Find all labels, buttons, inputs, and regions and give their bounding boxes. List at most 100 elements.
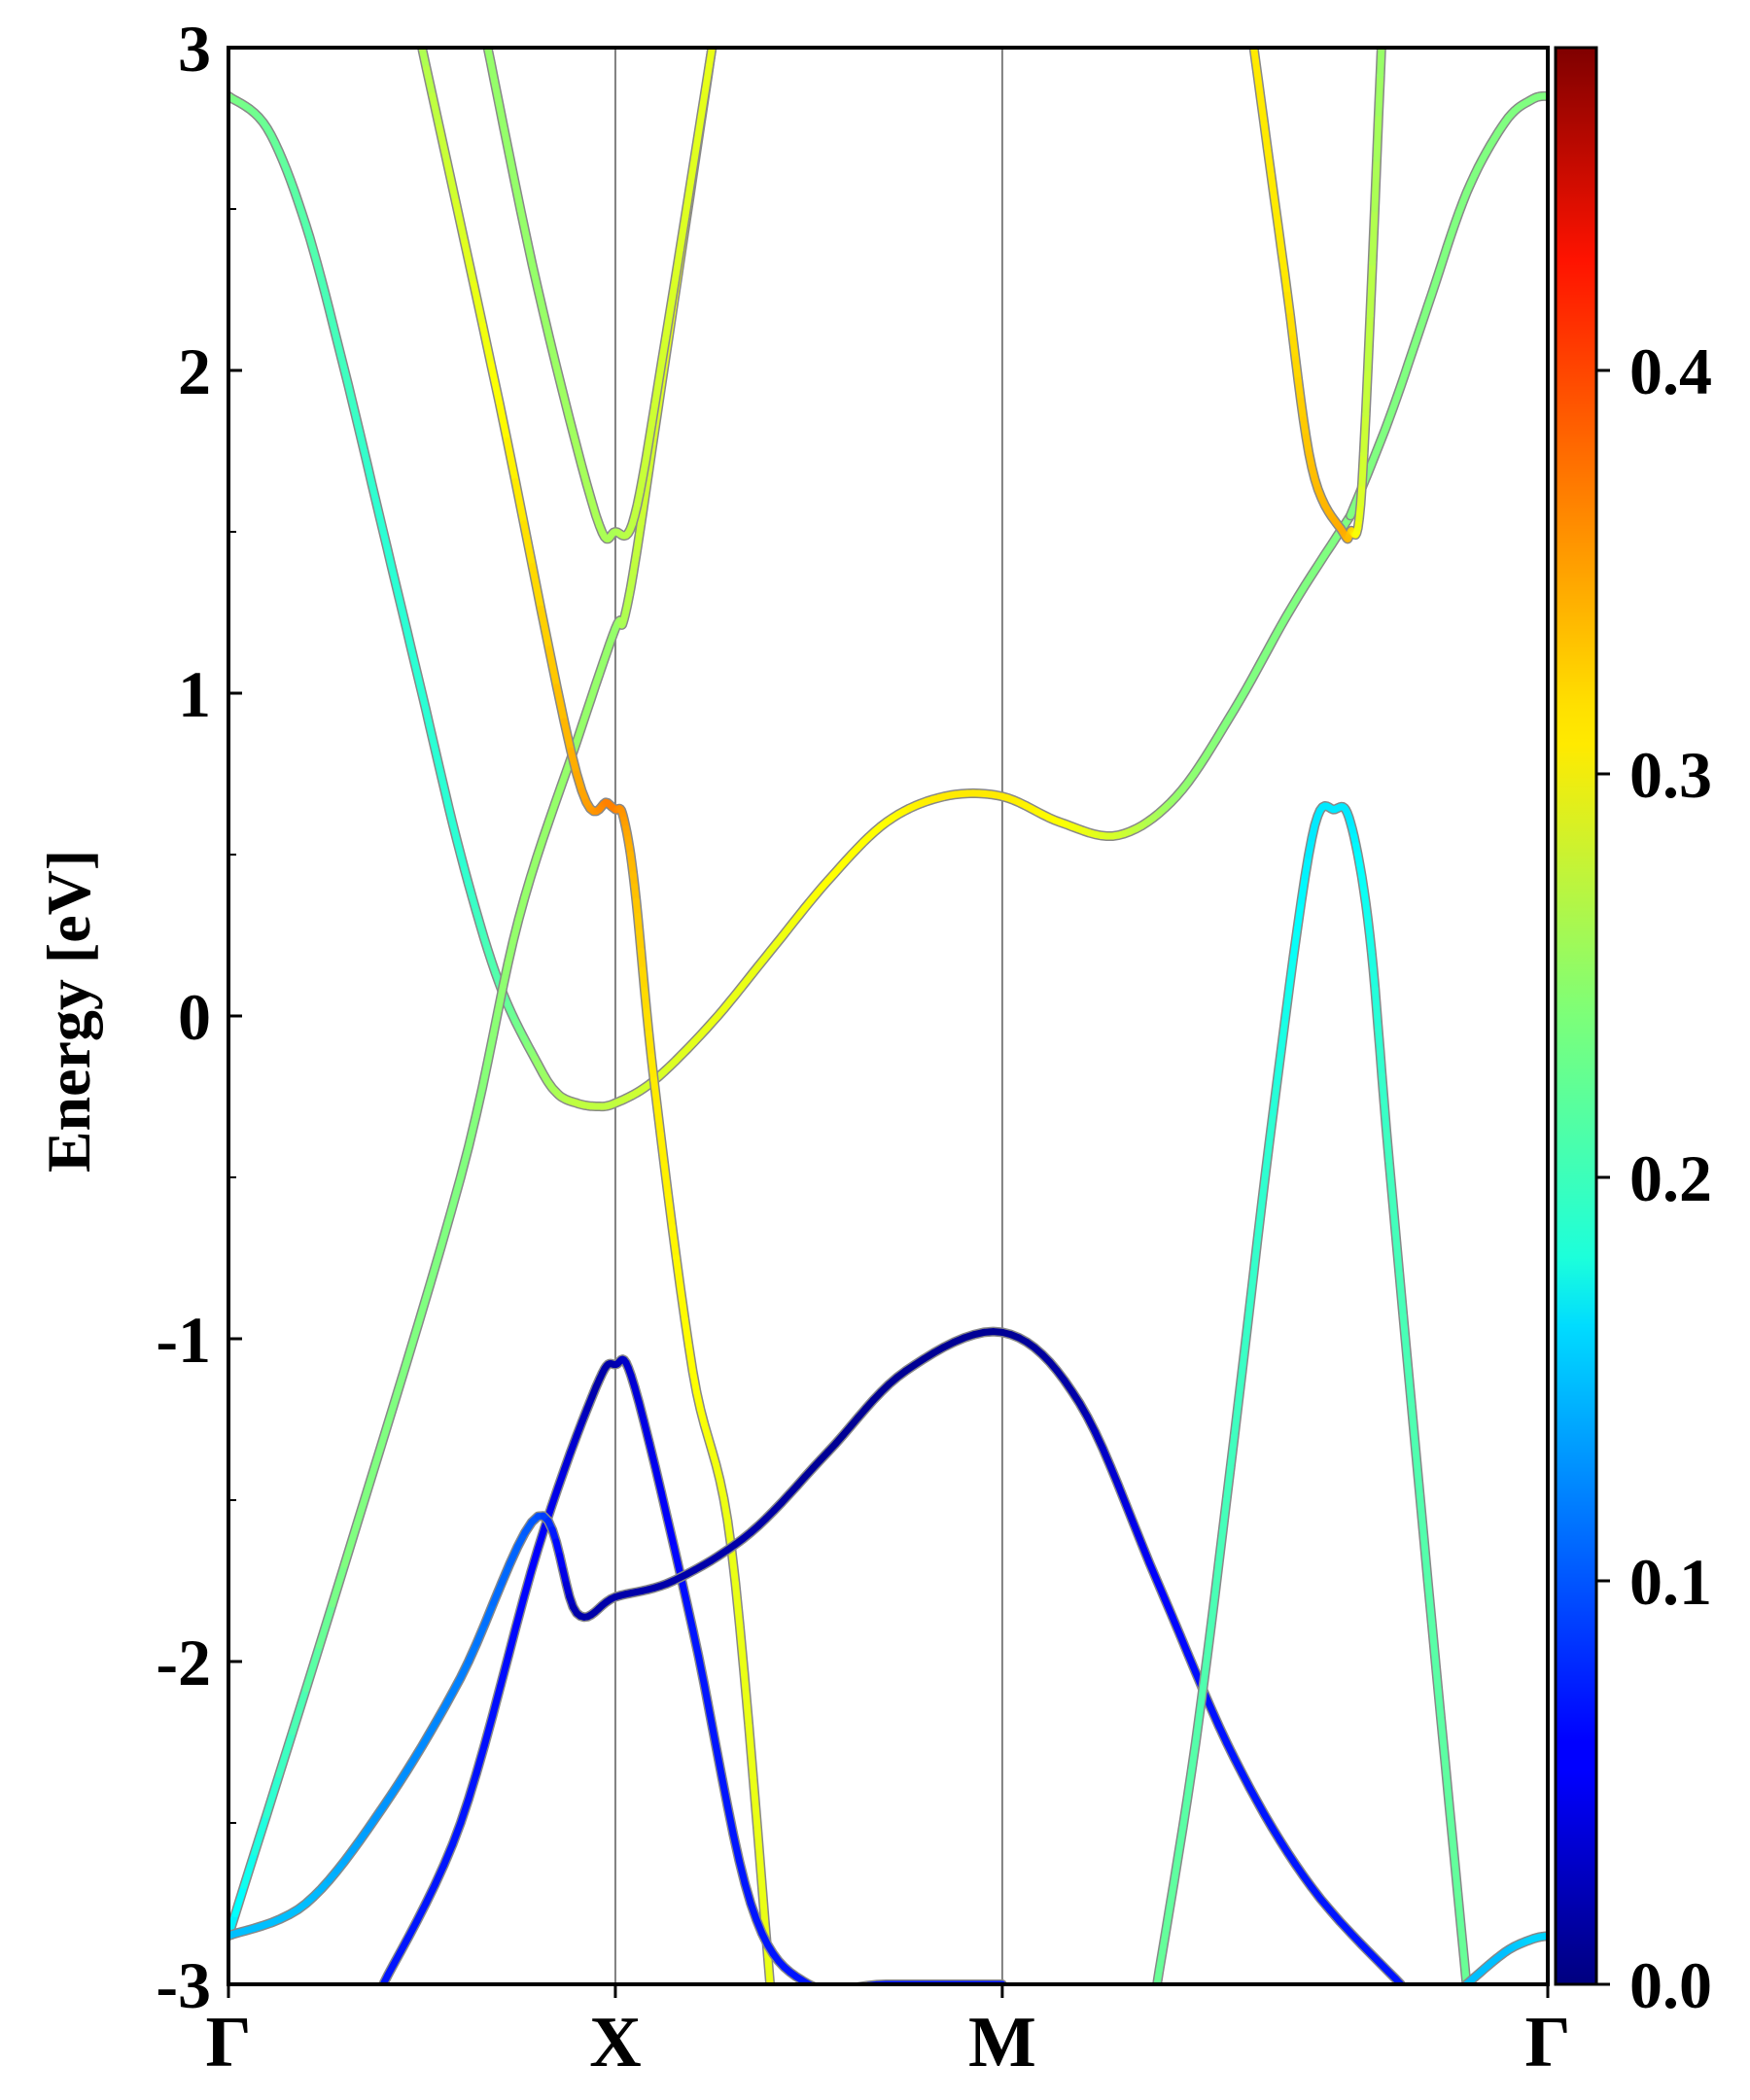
band-8-segment [1260,120,1272,153]
band-6-segment [1138,1540,1153,1566]
band-4-segment [692,113,705,153]
band-3-segment [461,238,477,288]
band-3-segment [664,1191,676,1231]
band-3-segment [470,280,486,329]
band-8-segment [1283,291,1294,320]
band-2-segment [438,1208,455,1250]
band-4-segment [687,145,700,186]
band-7-segment [1373,1004,1382,1032]
band-3-segment [643,1007,652,1037]
band-5-outline [378,1354,1007,1984]
band-7-segment [1437,1712,1449,1767]
band-3-segment [496,399,511,444]
band-3-segment [757,1873,769,1925]
band-2-segment [231,1882,248,1918]
band-7-segment [1266,1109,1277,1147]
band-8-segment [1286,313,1297,342]
band-3-segment [653,1102,664,1138]
band-3-segment [745,1722,757,1781]
band-7-segment [1188,1738,1200,1774]
band-4-segment [495,99,508,131]
band-7-segment [1381,1098,1390,1135]
band-7-segment [1424,1577,1436,1628]
band-8-segment [1358,450,1368,487]
band-2-segment [302,1642,324,1693]
band-3-segment [681,1314,692,1350]
band-7-segment [1377,1048,1385,1079]
band-2-segment [472,1084,486,1120]
band-8-segment [1292,356,1302,384]
band-5-segment [815,1983,817,1984]
band-8-segment [1371,155,1381,213]
band-8-segment [1289,334,1300,364]
band-4-segment [702,61,713,92]
band-6-segment [1130,1521,1145,1548]
band-3-segment [673,1254,684,1293]
band-5-segment [741,1880,754,1908]
band-6-segment [498,1560,513,1587]
band-7-segment [1211,1558,1223,1597]
colorbar-tick-label: 0.0 [1629,1948,1712,2022]
band-7-segment [1453,1890,1465,1934]
band-5-segment [640,1418,653,1447]
band-7-segment [1171,1851,1182,1886]
band-7-segment [1457,1926,1468,1964]
band-3-segment [436,123,451,167]
band-6-outline [228,1326,1406,1984]
y-tick-label: -2 [156,1626,211,1699]
y-tick-label: -1 [156,1303,211,1377]
band-7-segment [1432,1665,1445,1720]
band-1 [1346,90,1548,521]
y-axis-ticks: 3 2 1 0 -1 -2 -3 [156,12,242,2022]
band-3-segment [641,987,650,1015]
band-7-segment [1375,1026,1383,1055]
band-5-segment [723,1802,737,1838]
band-7-segment [1204,1621,1215,1660]
band-4-segment [648,401,659,429]
band-4-segment [666,279,679,316]
y-tick-label: -3 [156,1948,211,2022]
band-7-segment [1231,1400,1242,1440]
band-2-segment [505,937,517,967]
band-3-segment [443,159,460,206]
band-7-segment [1385,1157,1396,1200]
band-7-segment [1179,1795,1191,1831]
band-4-segment [658,334,670,365]
band-7-segment [1215,1527,1227,1566]
band-0 [228,90,1355,1112]
band-2-segment [365,1442,385,1490]
band-8-segment [1280,269,1291,298]
band-4-segment [523,234,537,269]
x-tick-label: Γ [205,2003,251,2082]
x-tick-label: X [589,2003,641,2082]
band-2-segment [426,1242,445,1288]
band-2-segment [329,1560,348,1608]
band-7-segment [1270,1078,1280,1117]
band-5-segment [670,1544,684,1579]
x-tick-label: Γ [1524,2003,1570,2082]
band-7-segment [1239,1335,1250,1375]
band-5-segment [695,1653,708,1689]
band-8-segment [1373,109,1382,162]
band-3-segment [478,321,495,368]
band-2-segment [527,854,541,881]
band-7-segment [1235,1368,1246,1408]
band-3-segment [650,1076,661,1110]
band-8-segment [1377,48,1385,79]
band-3-segment [727,1545,739,1588]
y-axis-label: Energy [eV] [34,850,103,1172]
band-7-segment [1446,1805,1457,1857]
band-3-segment [511,477,528,528]
band-5-segment [422,1881,438,1908]
band-2-segment [465,1112,479,1150]
band-2-segment [240,1848,259,1889]
band-5-segment [646,1439,659,1471]
high-symmetry-lines [613,48,1003,1984]
band-7-segment [1162,1905,1173,1936]
band-3-segment [753,1825,765,1881]
band-5-segment [512,1594,528,1630]
band-8-segment [1360,410,1370,457]
band-3-segment [487,361,504,406]
band-8-segment [1362,364,1372,418]
